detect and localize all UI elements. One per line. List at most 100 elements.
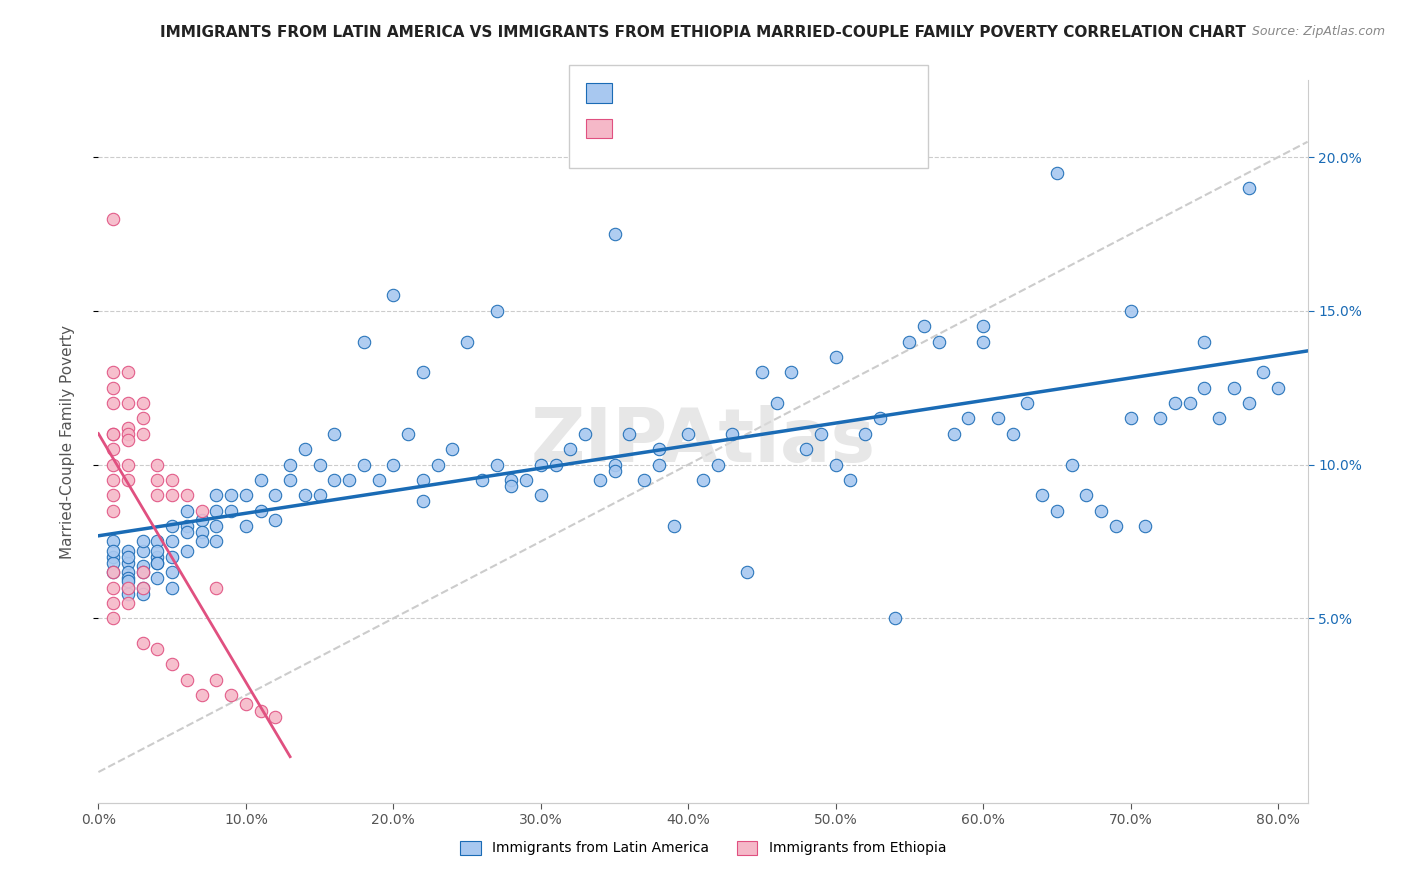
Point xyxy=(131,581,153,595)
Point xyxy=(131,426,153,441)
Point xyxy=(530,488,553,502)
Point xyxy=(176,525,198,540)
Point xyxy=(160,519,183,533)
Point xyxy=(1178,396,1201,410)
Point xyxy=(1105,519,1128,533)
Point xyxy=(294,488,316,502)
Point xyxy=(131,587,153,601)
Point xyxy=(441,442,464,457)
Point xyxy=(603,464,626,478)
Point xyxy=(190,513,212,527)
Point xyxy=(160,581,183,595)
Point xyxy=(560,442,582,457)
Point xyxy=(839,473,862,487)
Point xyxy=(117,396,139,410)
Point xyxy=(117,571,139,585)
Point xyxy=(780,365,803,379)
Point xyxy=(235,698,257,712)
Point xyxy=(824,458,846,472)
Point xyxy=(117,549,139,564)
Point xyxy=(117,574,139,589)
Point xyxy=(117,473,139,487)
Text: IMMIGRANTS FROM LATIN AMERICA VS IMMIGRANTS FROM ETHIOPIA MARRIED-COUPLE FAMILY : IMMIGRANTS FROM LATIN AMERICA VS IMMIGRA… xyxy=(160,25,1246,40)
Point xyxy=(515,473,537,487)
Point xyxy=(101,596,124,610)
Point xyxy=(1223,381,1246,395)
Point xyxy=(1046,504,1069,518)
Point xyxy=(323,426,346,441)
Point xyxy=(942,426,965,441)
Point xyxy=(176,543,198,558)
Point xyxy=(205,488,228,502)
Point xyxy=(456,334,478,349)
Point xyxy=(1017,396,1039,410)
Point xyxy=(1237,181,1260,195)
Point xyxy=(190,534,212,549)
Legend: Immigrants from Latin America, Immigrants from Ethiopia: Immigrants from Latin America, Immigrant… xyxy=(454,835,952,861)
Point xyxy=(176,519,198,533)
Point xyxy=(146,571,169,585)
Point xyxy=(648,458,671,472)
Point xyxy=(308,458,330,472)
Point xyxy=(101,504,124,518)
Point xyxy=(117,543,139,558)
Point xyxy=(146,473,169,487)
Point xyxy=(619,426,641,441)
Point xyxy=(721,426,744,441)
Point xyxy=(412,494,434,508)
Point xyxy=(501,473,523,487)
Point xyxy=(751,150,773,164)
Point xyxy=(176,673,198,687)
Point xyxy=(1253,365,1275,379)
Point xyxy=(972,334,994,349)
Point xyxy=(1194,381,1216,395)
Point xyxy=(337,473,360,487)
Point xyxy=(101,556,124,570)
Point xyxy=(589,473,612,487)
Point xyxy=(101,396,124,410)
Point xyxy=(146,642,169,657)
Point xyxy=(205,534,228,549)
Point xyxy=(1060,458,1083,472)
Point xyxy=(131,581,153,595)
Point xyxy=(146,488,169,502)
Point xyxy=(1031,488,1053,502)
Point xyxy=(353,458,375,472)
Point xyxy=(264,488,287,502)
Point xyxy=(883,611,905,625)
Point xyxy=(323,473,346,487)
Point xyxy=(205,673,228,687)
Point xyxy=(1076,488,1098,502)
Point xyxy=(249,704,271,718)
Point xyxy=(101,442,124,457)
Point xyxy=(574,426,596,441)
Point xyxy=(101,565,124,579)
Point xyxy=(501,479,523,493)
Point xyxy=(131,636,153,650)
Point xyxy=(485,458,508,472)
Point xyxy=(648,442,671,457)
Point xyxy=(146,543,169,558)
Point xyxy=(117,426,139,441)
Point xyxy=(101,565,124,579)
Point xyxy=(957,411,980,425)
Point xyxy=(101,543,124,558)
Point xyxy=(662,519,685,533)
Point xyxy=(117,581,139,595)
Point xyxy=(205,581,228,595)
Point xyxy=(898,334,921,349)
Point xyxy=(131,411,153,425)
Point xyxy=(735,565,758,579)
Point xyxy=(853,426,876,441)
Point xyxy=(146,549,169,564)
Point xyxy=(160,473,183,487)
Point xyxy=(117,365,139,379)
Point xyxy=(235,519,257,533)
Point xyxy=(765,396,787,410)
Point xyxy=(294,442,316,457)
Point xyxy=(101,534,124,549)
Point xyxy=(131,534,153,549)
Point xyxy=(146,556,169,570)
Point xyxy=(1149,411,1171,425)
Point xyxy=(353,334,375,349)
